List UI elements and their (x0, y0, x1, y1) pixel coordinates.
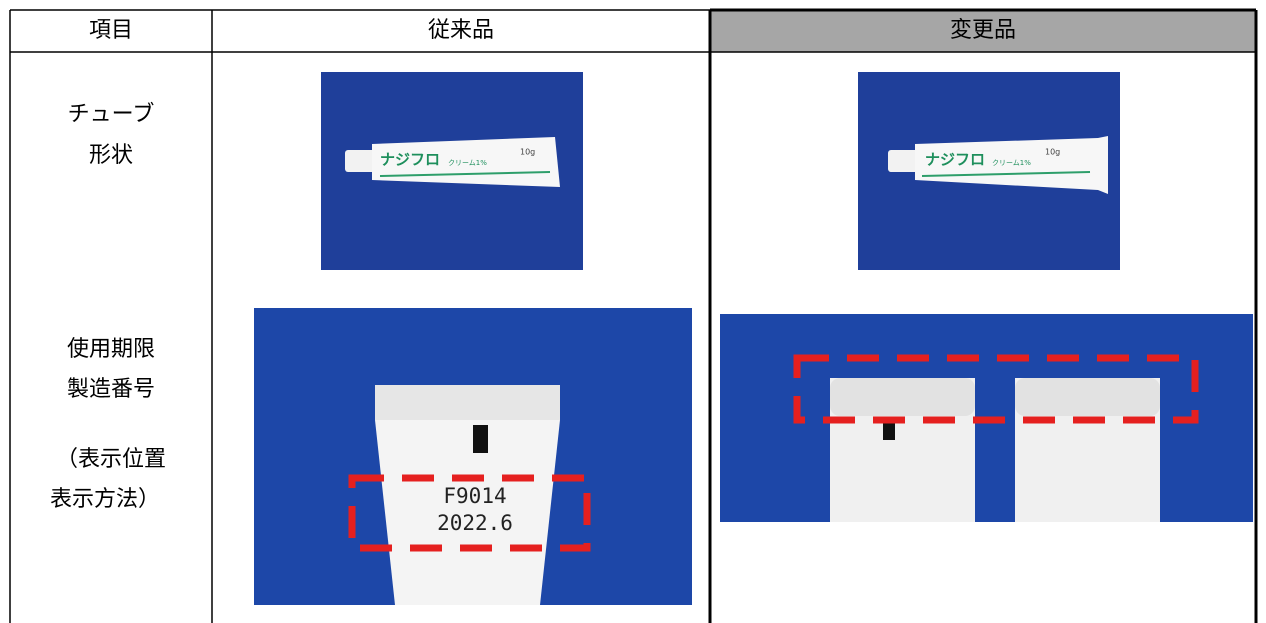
photo-text: クリーム1% (448, 159, 487, 167)
table-grid (9, 8, 1258, 623)
photo-new-tube: ナジフロ クリーム1% 10g (858, 72, 1120, 270)
photo-old-tube: ナジフロ クリーム1% 10g (321, 72, 583, 270)
row-label: 形状 (89, 143, 133, 168)
row-label: チューブ (68, 102, 155, 127)
header-highlight (710, 10, 1256, 52)
photo-text: F9014 (443, 484, 506, 508)
header-cell: 項目 (89, 18, 133, 43)
photo-text: ナジフロ (380, 151, 440, 169)
photo-text: クリーム1% (992, 159, 1031, 167)
row-label: （表示位置 (56, 447, 166, 472)
photo-new-code (720, 314, 1253, 522)
photo-text: 10g (1045, 148, 1060, 157)
row-label: 使用期限 (67, 337, 155, 362)
header-cell: 変更品 (950, 18, 1016, 43)
header-cell: 従来品 (428, 18, 494, 43)
row-label: 表示方法） (50, 487, 160, 512)
photo-text: 2022.6 (437, 511, 513, 535)
photo-text: 10g (520, 148, 535, 157)
row-label: 製造番号 (67, 377, 155, 402)
photo-text: ナジフロ (925, 151, 985, 169)
photo-old-code: F9014 2022.6 (254, 308, 692, 605)
